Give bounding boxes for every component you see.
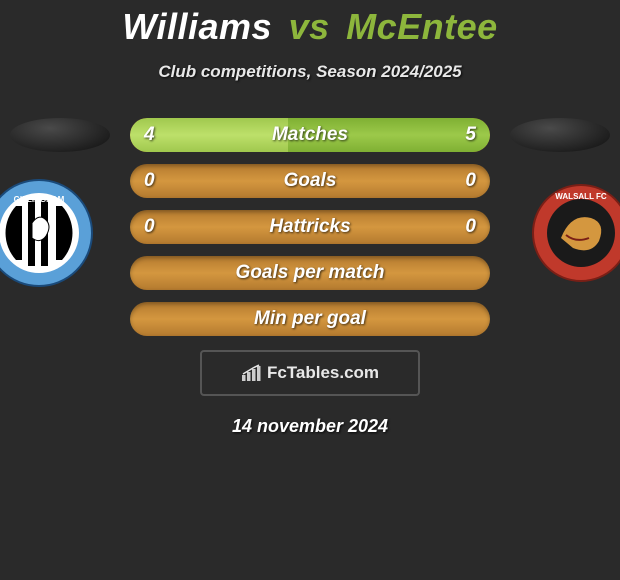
svg-text:GILLINGHAM: GILLINGHAM	[14, 195, 65, 204]
comparison-infographic: Williams vs McEntee Club competitions, S…	[0, 0, 620, 437]
watermark-text: FcTables.com	[267, 363, 379, 383]
page-title: Williams vs McEntee	[0, 6, 620, 48]
main-row: GILLINGHAM 4 5 Matches 0 0 Goals 0 0 Hattricks Go…	[0, 118, 620, 348]
stat-bar: 0 0 Hattricks	[130, 210, 490, 244]
stat-label: Goals per match	[236, 262, 385, 284]
stat-label: Min per goal	[254, 308, 366, 330]
stat-label: Hattricks	[269, 216, 350, 238]
stat-label: Goals	[284, 170, 337, 192]
stat-value-left: 4	[144, 124, 155, 146]
title-vs: vs	[289, 6, 330, 47]
stat-value-right: 0	[465, 216, 476, 238]
stat-value-left: 0	[144, 216, 155, 238]
svg-text:WALSALL FC: WALSALL FC	[555, 192, 607, 201]
stat-bar: 0 0 Goals	[130, 164, 490, 198]
walsall-crest: WALSALL FC	[526, 178, 620, 288]
stat-value-left: 0	[144, 170, 155, 192]
subtitle: Club competitions, Season 2024/2025	[0, 62, 620, 82]
player-silhouette-right	[510, 118, 610, 152]
club-badge-right-icon: WALSALL FC	[531, 183, 620, 283]
player-silhouette-left	[10, 118, 110, 152]
title-player2: McEntee	[346, 6, 498, 47]
stat-label: Matches	[272, 124, 348, 146]
stat-bar: Goals per match	[130, 256, 490, 290]
title-player1: Williams	[122, 6, 272, 47]
stats-column: 4 5 Matches 0 0 Goals 0 0 Hattricks Goals per mat…	[120, 118, 500, 348]
club-badge-left-icon: GILLINGHAM	[0, 178, 94, 288]
right-player-column: WALSALL FC	[500, 118, 620, 288]
stat-value-right: 0	[465, 170, 476, 192]
date-line: 14 november 2024	[0, 416, 620, 437]
stat-bar: Min per goal	[130, 302, 490, 336]
gillingham-crest: GILLINGHAM	[0, 178, 94, 288]
watermark-box: FcTables.com	[200, 350, 420, 396]
stat-bar: 4 5 Matches	[130, 118, 490, 152]
left-player-column: GILLINGHAM	[0, 118, 120, 288]
stat-value-right: 5	[465, 124, 476, 146]
chart-icon	[241, 364, 263, 382]
